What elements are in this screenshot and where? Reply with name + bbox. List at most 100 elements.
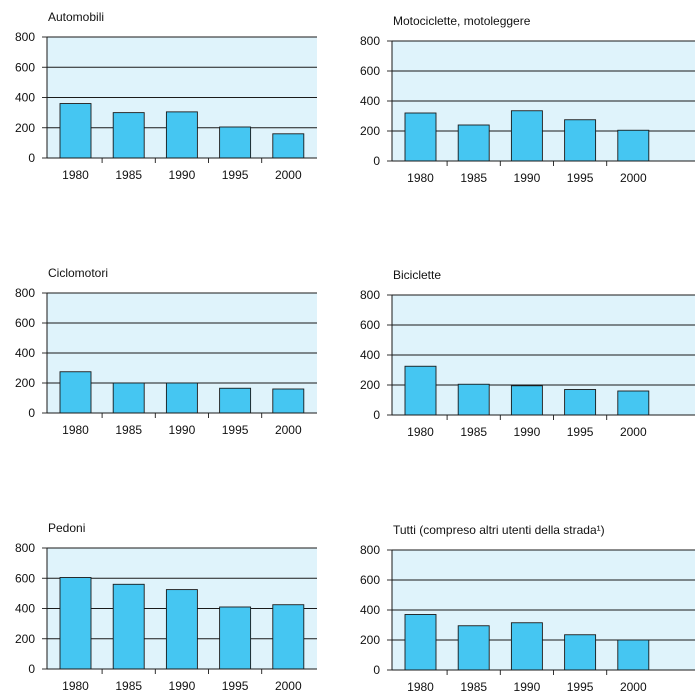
x-tick-label: 1980: [407, 680, 434, 693]
x-tick-label: 2000: [620, 680, 647, 693]
y-tick-label: 200: [15, 121, 35, 135]
y-tick-label: 800: [15, 30, 35, 44]
bar: [617, 390, 650, 416]
y-tick-label: 800: [360, 288, 380, 302]
y-tick-label: 200: [15, 376, 35, 390]
bar: [112, 382, 145, 414]
chart-title: Tutti (compreso altri utenti della strad…: [393, 523, 605, 537]
bar: [165, 589, 198, 670]
chart-2: Motociclette, motoleggere 0 200 400 600 800 19…: [360, 14, 695, 185]
chart-1: Automobili 0 200 400 600 800 1980 1985 1990 1995 2…: [15, 10, 317, 182]
bar: [112, 112, 145, 159]
x-tick-label: 1985: [115, 423, 142, 437]
bar: [564, 634, 597, 671]
y-tick-label: 600: [360, 318, 380, 332]
chart-title: Pedoni: [48, 521, 85, 535]
bar: [112, 583, 145, 670]
x-tick-label: 1985: [460, 425, 487, 439]
x-tick-label: 2000: [620, 425, 647, 439]
bar: [617, 129, 650, 162]
y-tick-label: 0: [28, 406, 35, 420]
y-tick-label: 400: [360, 94, 380, 108]
x-tick-label: 1990: [169, 679, 196, 693]
x-tick-label: 1980: [407, 425, 434, 439]
y-tick-label: 800: [15, 541, 35, 555]
bar: [457, 625, 490, 671]
bar: [564, 119, 597, 162]
y-tick-label: 200: [360, 124, 380, 138]
y-tick-label: 0: [373, 663, 380, 677]
x-tick-label: 1995: [222, 168, 249, 182]
x-tick-label: 1995: [567, 425, 594, 439]
x-tick-label: 1995: [567, 171, 594, 185]
x-tick-label: 1990: [514, 680, 541, 693]
bar: [59, 577, 92, 670]
bar: [59, 371, 92, 414]
y-tick-label: 600: [15, 316, 35, 330]
x-tick-label: 1990: [169, 423, 196, 437]
x-tick-label: 1985: [460, 171, 487, 185]
x-tick-label: 1980: [62, 423, 89, 437]
x-tick-label: 2000: [275, 423, 302, 437]
bar: [404, 614, 437, 671]
y-tick-label: 200: [360, 378, 380, 392]
y-tick-label: 600: [360, 64, 380, 78]
y-tick-label: 0: [373, 154, 380, 168]
chart-3: Ciclomotori 0 200 400 600 800 1980 1985 1990 1995…: [15, 266, 317, 437]
y-tick-label: 200: [15, 632, 35, 646]
bar: [219, 387, 252, 414]
x-tick-label: 2000: [275, 679, 302, 693]
bar: [510, 110, 543, 162]
chart-title: Automobili: [48, 10, 104, 24]
y-tick-label: 400: [15, 91, 35, 105]
y-tick-label: 800: [15, 286, 35, 300]
x-tick-label: 1990: [514, 171, 541, 185]
bar: [564, 389, 597, 416]
y-tick-label: 400: [15, 346, 35, 360]
x-tick-label: 2000: [275, 168, 302, 182]
chart-title: Motociclette, motoleggere: [393, 14, 531, 28]
bar: [59, 103, 92, 159]
chart-5: Pedoni 0 200 400 600 800 1980 1985 1990 1995 2000: [15, 521, 317, 693]
x-tick-label: 1985: [460, 680, 487, 693]
y-tick-label: 400: [360, 348, 380, 362]
bar: [457, 383, 490, 416]
bar: [219, 126, 252, 159]
y-tick-label: 600: [15, 571, 35, 585]
bar: [404, 112, 437, 162]
x-tick-label: 1985: [115, 168, 142, 182]
y-tick-label: 600: [360, 573, 380, 587]
chart-4: Biciclette 0 200 400 600 800 1980 1985 1990 1995 2…: [360, 268, 695, 439]
chart-title: Ciclomotori: [48, 266, 108, 280]
x-tick-label: 1995: [222, 423, 249, 437]
bar: [165, 382, 198, 414]
x-tick-label: 1995: [222, 679, 249, 693]
y-tick-label: 400: [15, 602, 35, 616]
x-tick-label: 2000: [620, 171, 647, 185]
y-tick-label: 600: [15, 60, 35, 74]
y-tick-label: 0: [28, 662, 35, 676]
bar: [272, 388, 305, 414]
x-tick-label: 1990: [169, 168, 196, 182]
x-tick-label: 1980: [62, 168, 89, 182]
x-tick-label: 1985: [115, 679, 142, 693]
bar: [165, 111, 198, 159]
bar: [272, 604, 305, 670]
bar: [457, 124, 490, 162]
x-tick-label: 1995: [567, 680, 594, 693]
x-tick-label: 1980: [62, 679, 89, 693]
y-tick-label: 0: [373, 408, 380, 422]
bar: [219, 606, 252, 670]
y-tick-label: 200: [360, 633, 380, 647]
bar: [510, 622, 543, 671]
chart-title: Biciclette: [393, 268, 441, 282]
y-tick-label: 800: [360, 543, 380, 557]
bar: [510, 385, 543, 416]
bar: [617, 639, 650, 671]
bar: [404, 365, 437, 416]
y-tick-label: 0: [28, 151, 35, 165]
x-tick-label: 1980: [407, 171, 434, 185]
chart-6: Tutti (compreso altri utenti della strad…: [360, 523, 695, 693]
y-tick-label: 400: [360, 603, 380, 617]
